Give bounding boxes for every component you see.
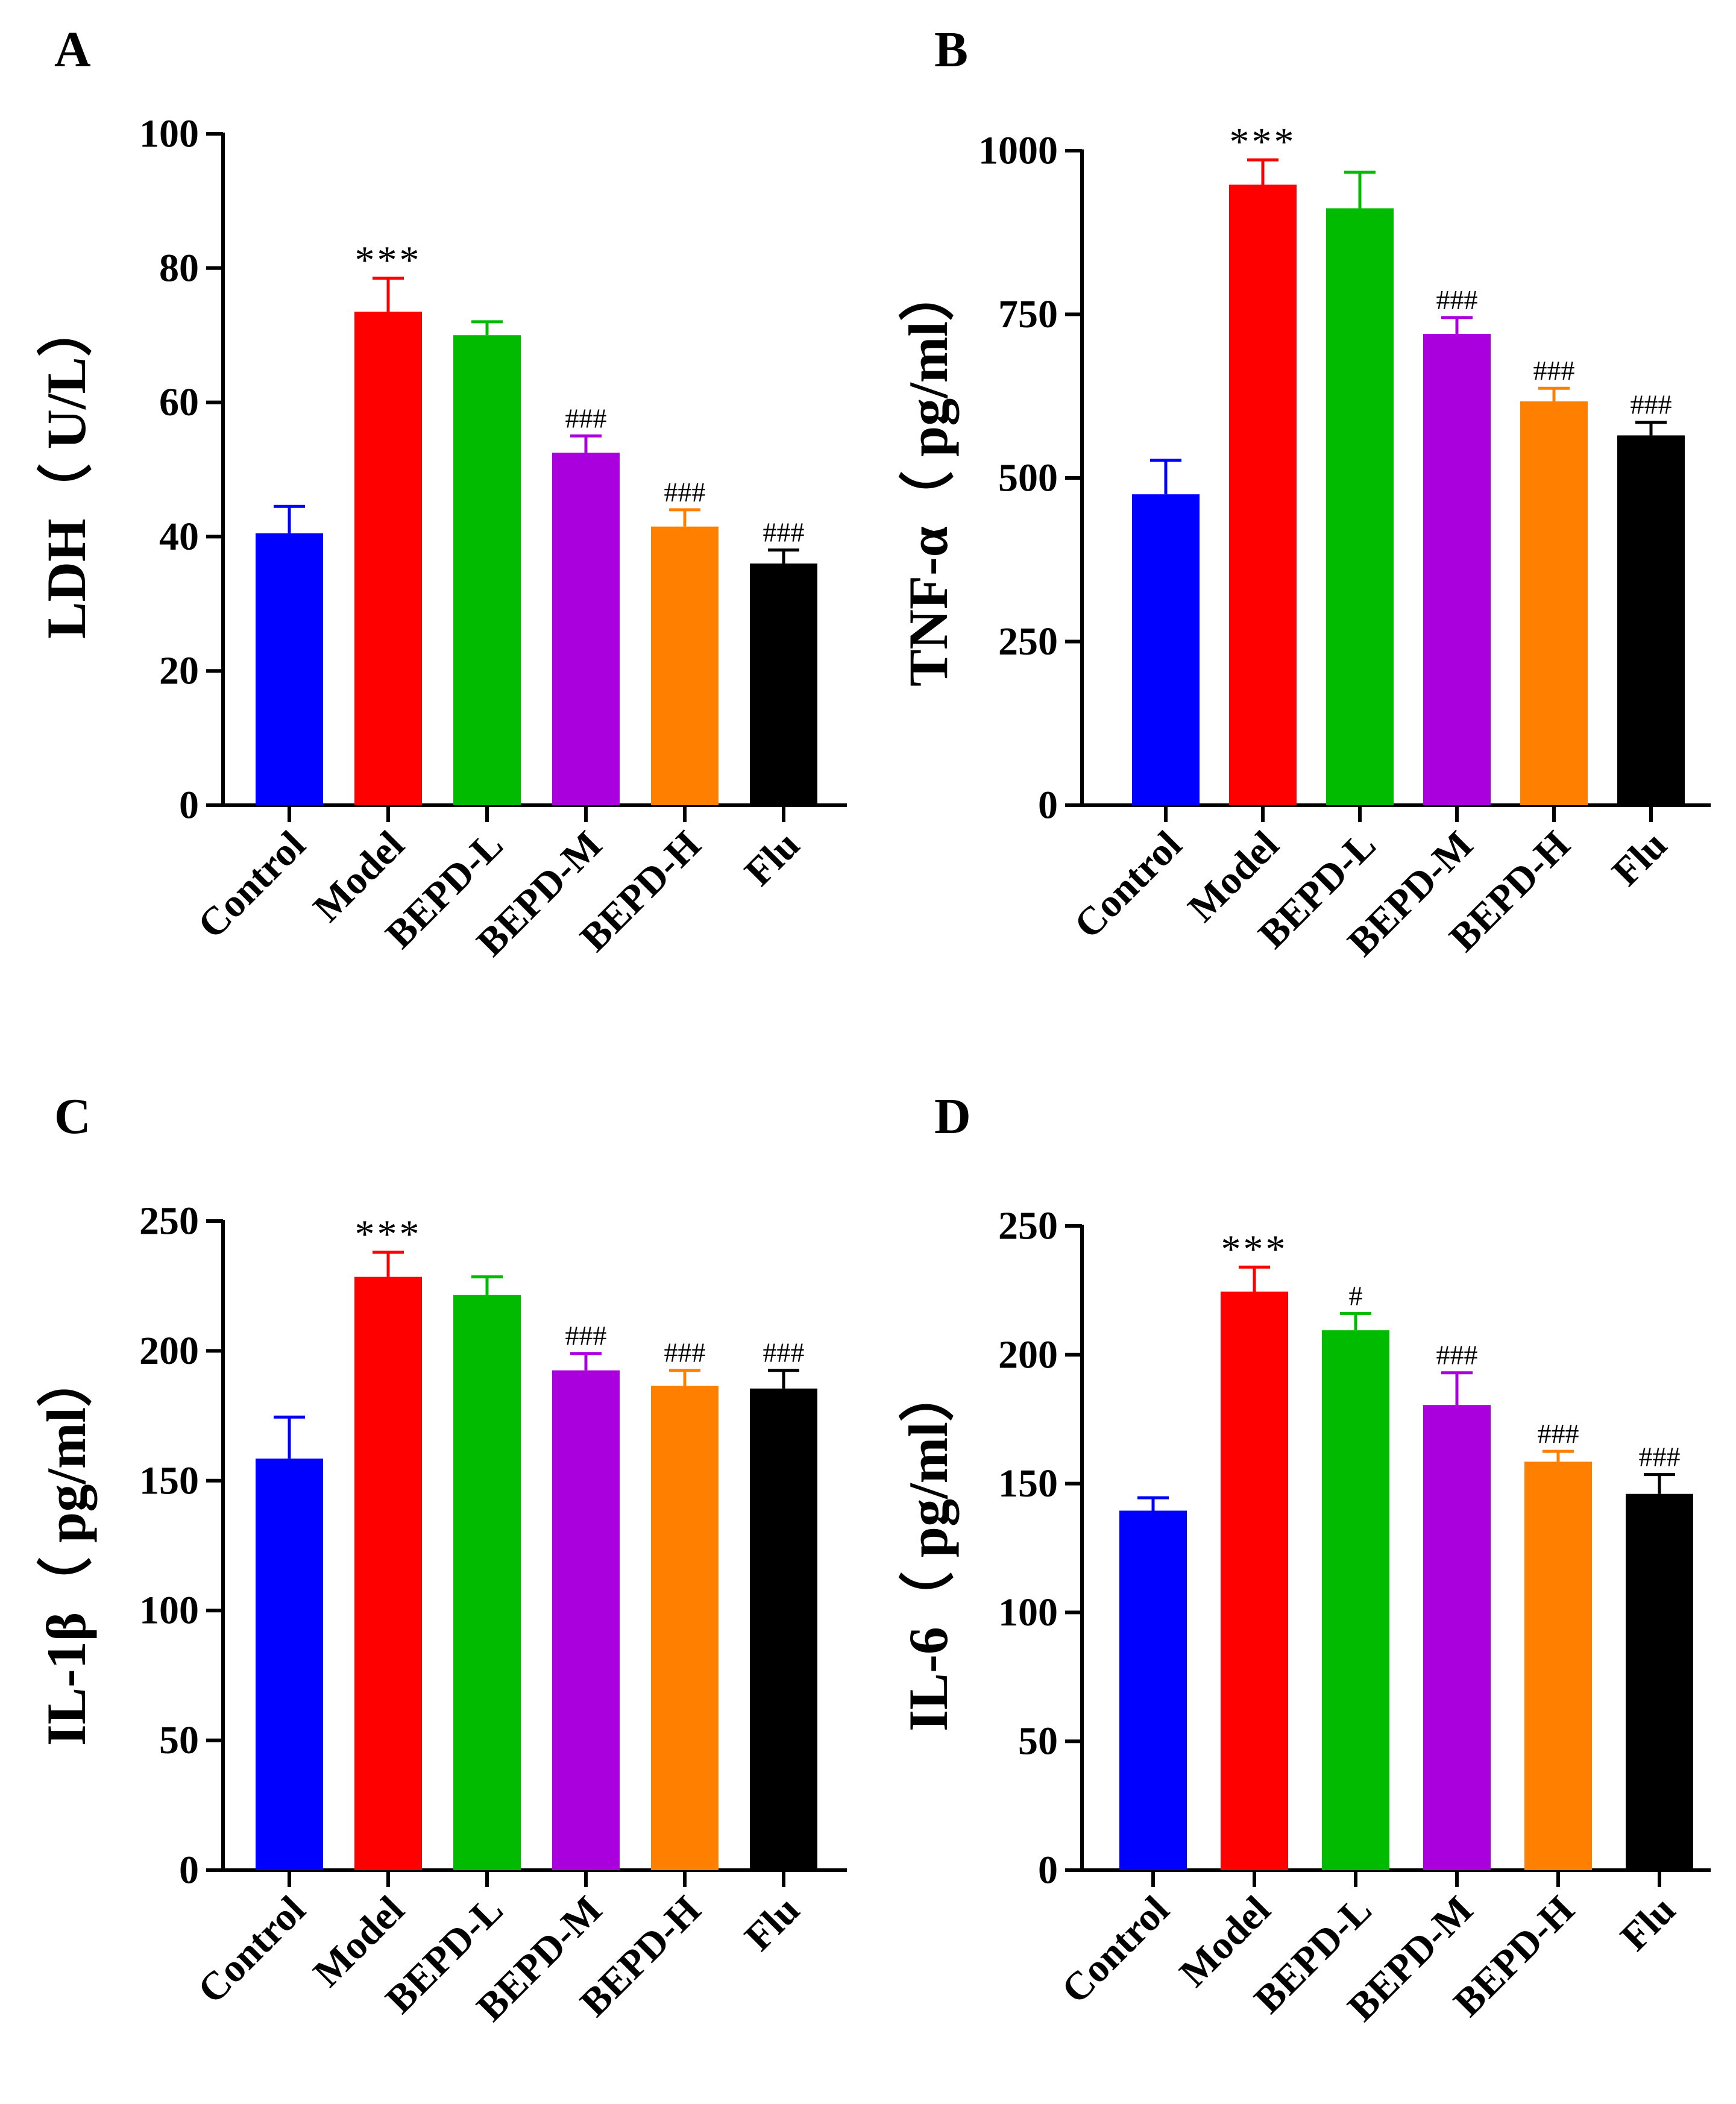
significance-label: ### bbox=[664, 1337, 706, 1368]
bar-bepd-m bbox=[1423, 1405, 1491, 1870]
bar-bepd-h bbox=[651, 526, 719, 805]
bar-model bbox=[1221, 1292, 1288, 1870]
significance-label: ### bbox=[1533, 355, 1575, 386]
bar-model bbox=[354, 312, 422, 805]
y-tick-label: 0 bbox=[179, 1848, 199, 1892]
significance-label: *** bbox=[1221, 1227, 1288, 1271]
significance-label: ### bbox=[565, 403, 607, 433]
bar-flu bbox=[750, 1388, 817, 1870]
y-tick-label: 200 bbox=[139, 1329, 199, 1373]
y-tick-label: 150 bbox=[998, 1462, 1058, 1506]
y-tick-label: 20 bbox=[159, 649, 199, 693]
y-tick-label: 0 bbox=[1038, 1848, 1058, 1892]
y-tick-label: 150 bbox=[139, 1459, 199, 1503]
bar-bepd-l bbox=[1322, 1330, 1389, 1870]
bar-flu bbox=[1617, 435, 1685, 805]
y-axis-label: TNF-α（ pg/ml） bbox=[898, 266, 959, 686]
bar-bepd-l bbox=[453, 1295, 521, 1870]
y-tick-label: 100 bbox=[139, 112, 199, 156]
bar-flu bbox=[750, 563, 817, 805]
significance-label: ### bbox=[1436, 1340, 1478, 1371]
bar-bepd-h bbox=[1520, 401, 1588, 805]
bar-model bbox=[1229, 184, 1297, 806]
bar-bepd-m bbox=[552, 1370, 620, 1870]
bar-control bbox=[256, 533, 323, 805]
y-tick-label: 100 bbox=[998, 1591, 1058, 1635]
significance-label: ### bbox=[763, 517, 805, 548]
y-tick-label: 50 bbox=[159, 1718, 199, 1762]
y-tick-label: 250 bbox=[998, 1204, 1058, 1248]
y-tick-label: 60 bbox=[159, 380, 199, 424]
bar-bepd-h bbox=[651, 1386, 719, 1870]
y-tick-label: 750 bbox=[998, 292, 1058, 336]
significance-label: *** bbox=[1230, 120, 1297, 164]
y-tick-label: 80 bbox=[159, 246, 199, 290]
y-tick-label: 1000 bbox=[978, 129, 1058, 173]
bar-control bbox=[1132, 494, 1200, 805]
bar-bepd-l bbox=[1326, 208, 1394, 805]
bar-bepd-l bbox=[453, 335, 521, 805]
y-tick-label: 100 bbox=[139, 1589, 199, 1633]
bar-flu bbox=[1626, 1493, 1693, 1870]
bar-bepd-m bbox=[552, 453, 620, 805]
significance-label: ### bbox=[664, 477, 706, 507]
panel-letter: D bbox=[934, 1088, 971, 1145]
bar-bepd-m bbox=[1423, 334, 1491, 805]
significance-label: ### bbox=[1639, 1442, 1681, 1472]
significance-label: *** bbox=[355, 1213, 422, 1257]
significance-label: ### bbox=[1631, 389, 1672, 420]
bar-control bbox=[1119, 1510, 1187, 1870]
bar-control bbox=[256, 1459, 323, 1870]
y-tick-label: 500 bbox=[998, 456, 1058, 500]
y-tick-label: 50 bbox=[1018, 1719, 1058, 1763]
panel-letter: C bbox=[54, 1088, 91, 1145]
panel-letter: B bbox=[934, 22, 968, 78]
y-tick-label: 40 bbox=[159, 515, 199, 559]
significance-label: ### bbox=[763, 1337, 805, 1368]
bar-bepd-h bbox=[1524, 1462, 1592, 1870]
significance-label: ### bbox=[1538, 1418, 1579, 1449]
y-tick-label: 0 bbox=[1038, 784, 1058, 827]
significance-label: # bbox=[1349, 1280, 1363, 1311]
significance-label: ### bbox=[1436, 284, 1478, 315]
y-tick-label: 250 bbox=[139, 1199, 199, 1243]
significance-label: ### bbox=[565, 1320, 607, 1351]
y-axis-label: IL-1β（ pg/ml） bbox=[36, 1352, 97, 1746]
bar-model bbox=[354, 1277, 422, 1870]
y-axis-label: IL-6（ pg/ml） bbox=[898, 1366, 959, 1732]
y-tick-label: 200 bbox=[998, 1333, 1058, 1377]
y-tick-label: 0 bbox=[179, 784, 199, 827]
significance-label: *** bbox=[355, 239, 422, 283]
y-tick-label: 250 bbox=[998, 620, 1058, 664]
y-axis-label: LDH（ U/L） bbox=[36, 301, 97, 639]
panel-letter: A bbox=[54, 22, 91, 78]
